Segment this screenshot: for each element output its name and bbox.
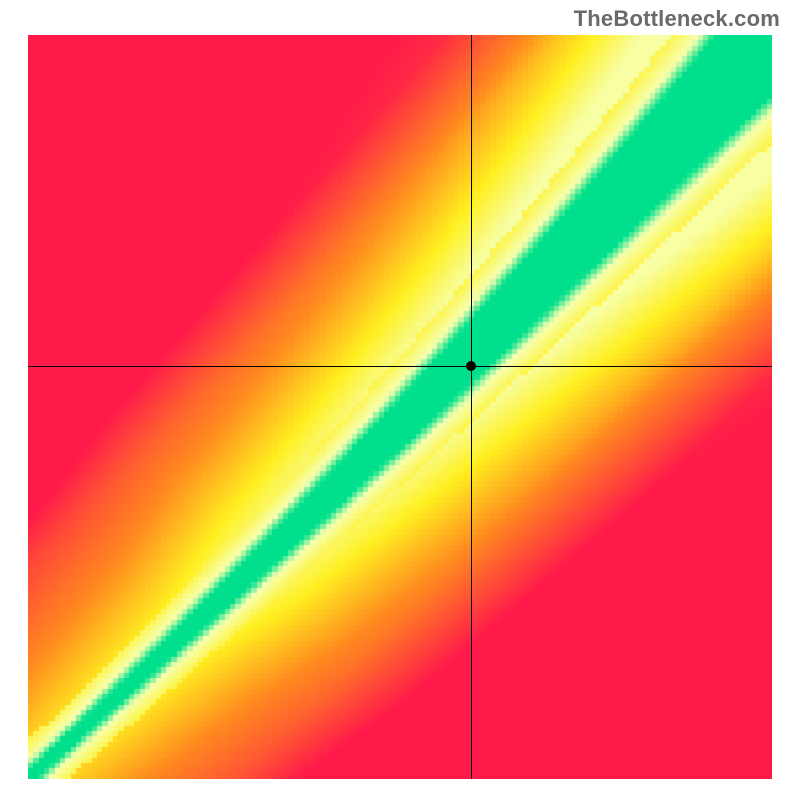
crosshair-vertical — [471, 35, 472, 779]
plot-area — [28, 35, 772, 779]
crosshair-marker — [466, 361, 476, 371]
watermark-text: TheBottleneck.com — [574, 6, 780, 32]
chart-container: TheBottleneck.com — [0, 0, 800, 800]
heatmap-canvas — [28, 35, 772, 779]
crosshair-horizontal — [28, 366, 772, 367]
